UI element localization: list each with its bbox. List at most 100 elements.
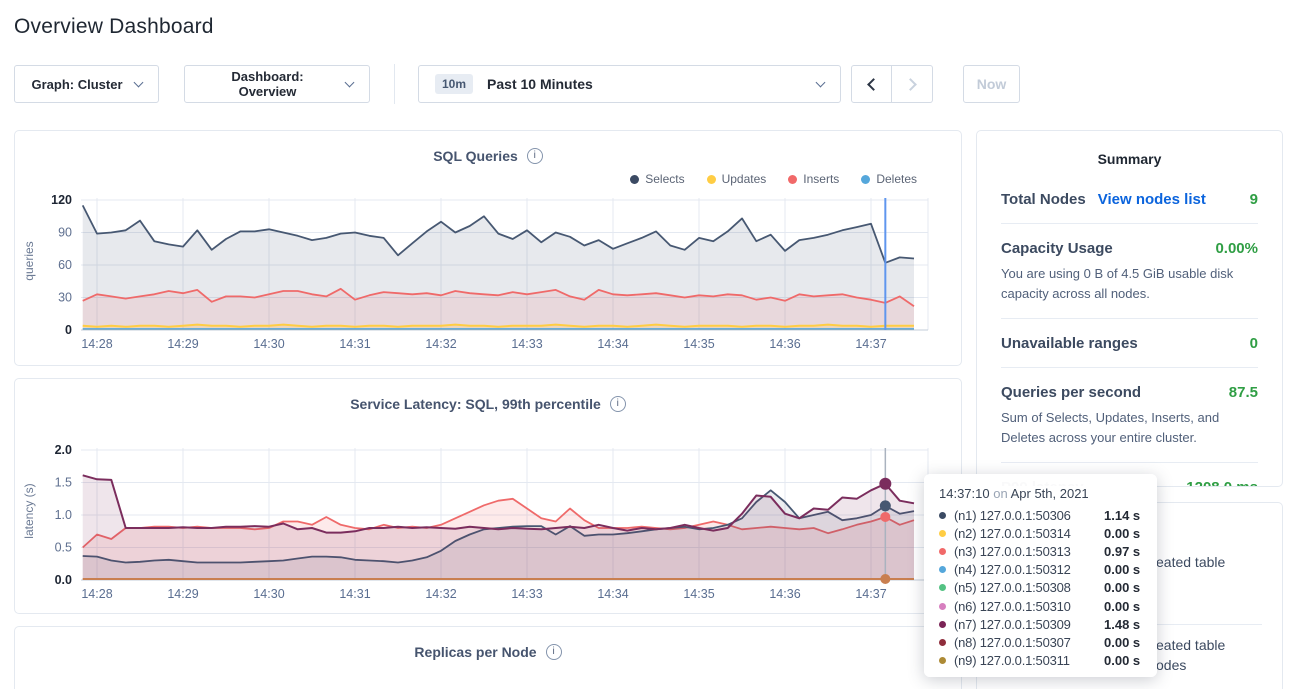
toolbar-divider [394,64,395,104]
svg-text:14:31: 14:31 [339,587,370,601]
legend-dot-icon [861,174,871,184]
tooltip-row: (n3) 127.0.0.1:50313 0.97 s [937,542,1144,560]
legend-item-updates[interactable]: Updates [706,172,766,186]
summary-row: Total Nodes View nodes list 9 [1001,191,1258,208]
svg-text:30: 30 [58,291,72,305]
summary-section: Unavailable ranges 0 [1001,319,1258,368]
summary-panel: Summary Total Nodes View nodes list 9 Capac… [976,130,1283,487]
tooltip-node-label: (n6) 127.0.0.1:50310 [954,598,1071,614]
summary-title: Summary [1097,151,1162,167]
tooltip-node-label: (n3) 127.0.0.1:50313 [954,543,1071,559]
legend-dot-icon [630,174,640,184]
event-text: odes [1156,657,1187,673]
summary-section: Queries per second 87.5 Sum of Selects, Up… [1001,368,1258,463]
node-series-dot-icon [939,566,946,574]
chart-hover-tooltip: 14:37:10 on Apr 5th, 2021 (n1) 127.0.0.1… [924,474,1157,677]
tooltip-node-value: 1.48 s [1104,616,1141,632]
graph-dropdown-label: Graph: Cluster [31,76,123,92]
svg-text:120: 120 [51,193,72,207]
chart-title-row: Replicas per Node i [15,642,961,662]
svg-text:14:36: 14:36 [769,587,800,601]
y-axis-label: latency (s) [22,483,36,539]
tooltip-node-label: (n5) 127.0.0.1:50308 [954,580,1071,596]
svg-text:14:29: 14:29 [167,337,198,351]
chevron-down-icon [815,77,826,87]
svg-text:14:31: 14:31 [339,337,370,351]
tooltip-row: (n7) 127.0.0.1:50309 1.48 s [937,615,1144,633]
page-title: Overview Dashboard [14,15,214,38]
svg-text:2.0: 2.0 [55,443,72,457]
svg-text:14:30: 14:30 [253,337,284,351]
graph-dropdown[interactable]: Graph: Cluster [14,65,159,103]
dashboard-dropdown[interactable]: Dashboard: Overview [184,65,370,103]
svg-text:1.5: 1.5 [55,476,72,490]
tooltip-node-label: (n2) 127.0.0.1:50314 [954,525,1071,541]
tooltip-node-value: 0.97 s [1104,543,1141,559]
service-latency-chart-card: Service Latency: SQL, 99th percentile i la… [14,378,962,614]
sql-queries-chart-card: SQL Queries i Selects Updates Inserts Deletes… [14,130,962,366]
tooltip-node-value: 1.14 s [1104,507,1141,523]
chart-plot-area[interactable]: queries 0 30 60 90 120 14:28 14:29 14:30 14:31 14:… [15,190,961,358]
tooltip-timestamp: 14:37:10 on Apr 5th, 2021 [939,486,1144,501]
time-range-label: Past 10 Minutes [487,76,593,92]
chevron-down-icon [133,77,143,87]
svg-text:0.5: 0.5 [55,541,72,555]
chart-plot-area[interactable]: latency (s) 0.0 0.5 1.0 1.5 2.0 14:28 14:29 14:3… [15,440,961,608]
summary-description: Sum of Selects, Updates, Inserts, and De… [1001,410,1220,445]
summary-section: Total Nodes View nodes list 9 [1001,175,1258,224]
legend-item-deletes[interactable]: Deletes [861,172,917,186]
summary-section: Capacity Usage 0.00% You are using 0 B of … [1001,224,1258,319]
summary-label: Capacity Usage [1001,240,1113,257]
summary-rows: Total Nodes View nodes list 9 Capacity Usag… [1001,175,1258,486]
event-text: eated table [1156,554,1226,570]
legend-item-inserts[interactable]: Inserts [788,172,839,186]
legend-item-selects[interactable]: Selects [630,172,685,186]
info-icon[interactable]: i [526,148,543,164]
legend-dot-icon [788,174,798,184]
time-range-dropdown[interactable]: 10m Past 10 Minutes [418,65,841,103]
chart-title: Replicas per Node [414,644,537,660]
legend-label: Selects [645,172,685,186]
chevron-right-icon [903,77,917,91]
summary-value: 87.5 [1228,384,1258,401]
node-series-dot-icon [939,584,946,592]
view-nodes-list-link[interactable]: View nodes list [1097,191,1206,208]
tooltip-row: (n9) 127.0.0.1:50311 0.00 s [937,652,1144,670]
summary-value: 1208.0 ms [1186,479,1258,486]
tooltip-on: on [993,486,1008,501]
time-next-button[interactable] [892,65,933,103]
node-series-dot-icon [939,511,946,519]
summary-row: Unavailable ranges 0 [1001,335,1258,352]
time-range-badge: 10m [435,74,474,94]
svg-text:14:32: 14:32 [425,587,456,601]
tooltip-row: (n2) 127.0.0.1:50314 0.00 s [937,524,1144,542]
chevron-left-icon [867,77,880,91]
svg-text:14:33: 14:33 [511,587,542,601]
time-prev-button[interactable] [851,65,892,103]
node-series-dot-icon [939,529,946,537]
tooltip-node-label: (n7) 127.0.0.1:50309 [954,616,1071,632]
time-nav-group [851,65,933,103]
summary-value: 0.00% [1215,240,1258,257]
svg-text:14:34: 14:34 [597,337,628,351]
info-icon[interactable]: i [609,396,626,412]
svg-text:14:30: 14:30 [253,587,284,601]
svg-text:14:32: 14:32 [425,337,456,351]
tooltip-time: 14:37:10 [939,486,990,501]
svg-text:14:28: 14:28 [81,587,112,601]
svg-text:60: 60 [58,258,72,272]
y-axis-label: queries [22,241,36,281]
tooltip-node-value: 0.00 s [1104,634,1141,650]
now-button[interactable]: Now [963,65,1020,103]
tooltip-node-value: 0.00 s [1104,653,1141,669]
legend-label: Deletes [876,172,917,186]
node-series-dot-icon [939,657,946,665]
svg-text:14:35: 14:35 [683,587,714,601]
summary-value: 0 [1249,335,1258,352]
summary-row: Capacity Usage 0.00% [1001,240,1258,257]
tooltip-row: (n1) 127.0.0.1:50306 1.14 s [937,506,1144,524]
info-icon[interactable]: i [545,644,562,660]
svg-text:14:33: 14:33 [511,337,542,351]
tooltip-row: (n5) 127.0.0.1:50308 0.00 s [937,579,1144,597]
